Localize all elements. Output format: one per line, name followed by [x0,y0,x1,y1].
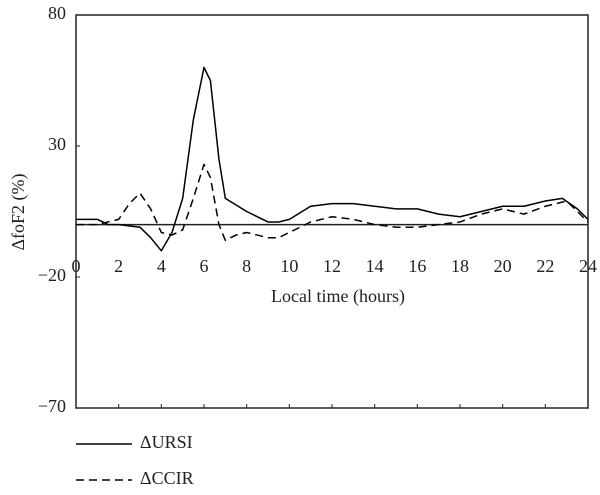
series-line [76,66,589,252]
y-tick-label: −70 [38,396,66,416]
legend-label: ΔURSI [140,432,193,452]
x-tick-label: 4 [157,256,166,276]
x-tick-label: 22 [536,256,554,276]
y-tick-label: −20 [38,265,66,285]
x-tick-label: 18 [451,256,469,276]
y-tick-label: 30 [48,134,66,154]
x-tick-label: 2 [114,256,123,276]
x-tick-label: 14 [366,256,384,276]
x-tick-label: 12 [323,256,341,276]
x-tick-label: 24 [579,256,597,276]
x-axis-label: Local time (hours) [271,286,405,307]
y-axis-label: ΔfoF2 (%) [8,173,29,250]
x-tick-label: 20 [494,256,512,276]
y-tick-label: 80 [48,3,66,23]
x-tick-label: 8 [242,256,251,276]
x-tick-label: 16 [408,256,426,276]
series-line [76,163,589,242]
legend-label: ΔCCIR [140,468,194,488]
x-tick-label: 6 [200,256,209,276]
x-tick-label: 0 [72,256,81,276]
x-tick-label: 10 [280,256,298,276]
